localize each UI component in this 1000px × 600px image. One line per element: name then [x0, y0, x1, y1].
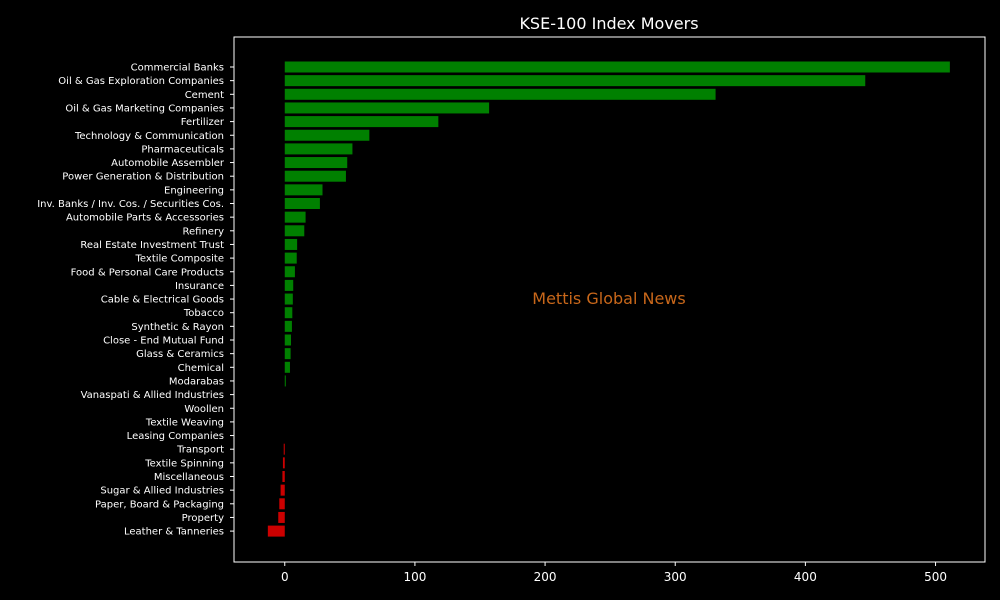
y-tick-label: Glass & Ceramics [136, 349, 224, 360]
y-tick-label: Commercial Banks [131, 63, 224, 74]
y-tick-label: Miscellaneous [154, 472, 224, 483]
y-tick-label: Textile Composite [135, 254, 224, 265]
bar [284, 320, 292, 332]
watermark-text: Mettis Global News [532, 289, 685, 308]
x-axis: 0 100 200 300 400 500 [281, 562, 947, 584]
bar [284, 252, 297, 264]
y-tick-label: Fertilizer [181, 117, 225, 128]
y-tick-label: Paper, Board & Packaging [95, 499, 224, 510]
bar [284, 116, 439, 128]
y-tick-label: Woollen [184, 404, 224, 415]
y-tick-label: Textile Spinning [144, 458, 224, 469]
y-tick-label: Oil & Gas Exploration Companies [58, 76, 224, 87]
bar [283, 443, 285, 455]
bar [284, 348, 291, 360]
y-tick-label: Close - End Mutual Fund [103, 336, 224, 347]
y-tick-label: Sugar & Allied Industries [100, 486, 224, 497]
x-tick-label: 400 [794, 570, 817, 584]
bar [282, 457, 285, 469]
bar [284, 88, 716, 100]
y-tick-label: Property [182, 513, 224, 524]
bar [284, 102, 490, 114]
bar [284, 157, 348, 169]
y-tick-label: Refinery [183, 226, 225, 237]
bar [280, 484, 285, 496]
y-tick-label: Cement [185, 90, 224, 101]
y-tick-label: Leasing Companies [127, 431, 224, 442]
bar [284, 129, 370, 141]
bar [284, 75, 866, 87]
bar [284, 61, 950, 73]
y-tick-label: Oil & Gas Marketing Companies [65, 103, 224, 114]
y-tick-label: Technology & Communication [74, 131, 224, 142]
bar [284, 375, 286, 387]
x-tick-label: 300 [664, 570, 687, 584]
y-tick-label: Power Generation & Distribution [62, 172, 224, 183]
y-axis: Commercial Banks Oil & Gas Exploration Co… [37, 63, 234, 538]
y-tick-label: Food & Personal Care Products [71, 267, 224, 278]
x-tick-label: 200 [534, 570, 557, 584]
y-tick-label: Modarabas [169, 376, 224, 387]
bar [284, 225, 305, 237]
bar [284, 334, 292, 346]
bar [284, 266, 295, 278]
bar [279, 498, 285, 510]
bar [284, 198, 320, 209]
bar [284, 143, 353, 155]
y-tick-label: Textile Weaving [145, 417, 224, 428]
y-tick-label: Tobacco [183, 308, 224, 319]
bar [284, 238, 298, 250]
y-tick-label: Leather & Tanneries [124, 527, 224, 538]
bar [267, 525, 285, 537]
y-tick-label: Cable & Electrical Goods [101, 295, 224, 306]
y-tick-label: Inv. Banks / Inv. Cos. / Securities Cos. [37, 199, 224, 210]
bar [284, 211, 306, 223]
y-tick-label: Pharmaceuticals [141, 144, 224, 155]
bars-group [267, 61, 950, 537]
bar [282, 471, 285, 482]
bar [284, 170, 346, 182]
y-tick-label: Synthetic & Rayon [131, 322, 224, 333]
x-tick-label: 500 [924, 570, 947, 584]
y-tick-label: Automobile Assembler [111, 158, 225, 169]
y-tick-label: Transport [176, 445, 224, 456]
chart-title: KSE-100 Index Movers [519, 14, 698, 33]
y-tick-label: Automobile Parts & Accessories [66, 213, 224, 224]
bar [284, 279, 294, 291]
bar [284, 361, 290, 373]
bar [284, 293, 293, 305]
x-tick-label: 0 [281, 570, 289, 584]
y-tick-label: Chemical [178, 363, 224, 374]
bar [284, 184, 323, 196]
bar [284, 307, 293, 319]
y-tick-label: Vanaspati & Allied Industries [81, 390, 224, 401]
x-tick-label: 100 [403, 570, 426, 584]
y-tick-label: Insurance [175, 281, 224, 292]
y-tick-label: Real Estate Investment Trust [80, 240, 224, 251]
bar [278, 511, 285, 523]
y-tick-label: Engineering [164, 185, 224, 196]
